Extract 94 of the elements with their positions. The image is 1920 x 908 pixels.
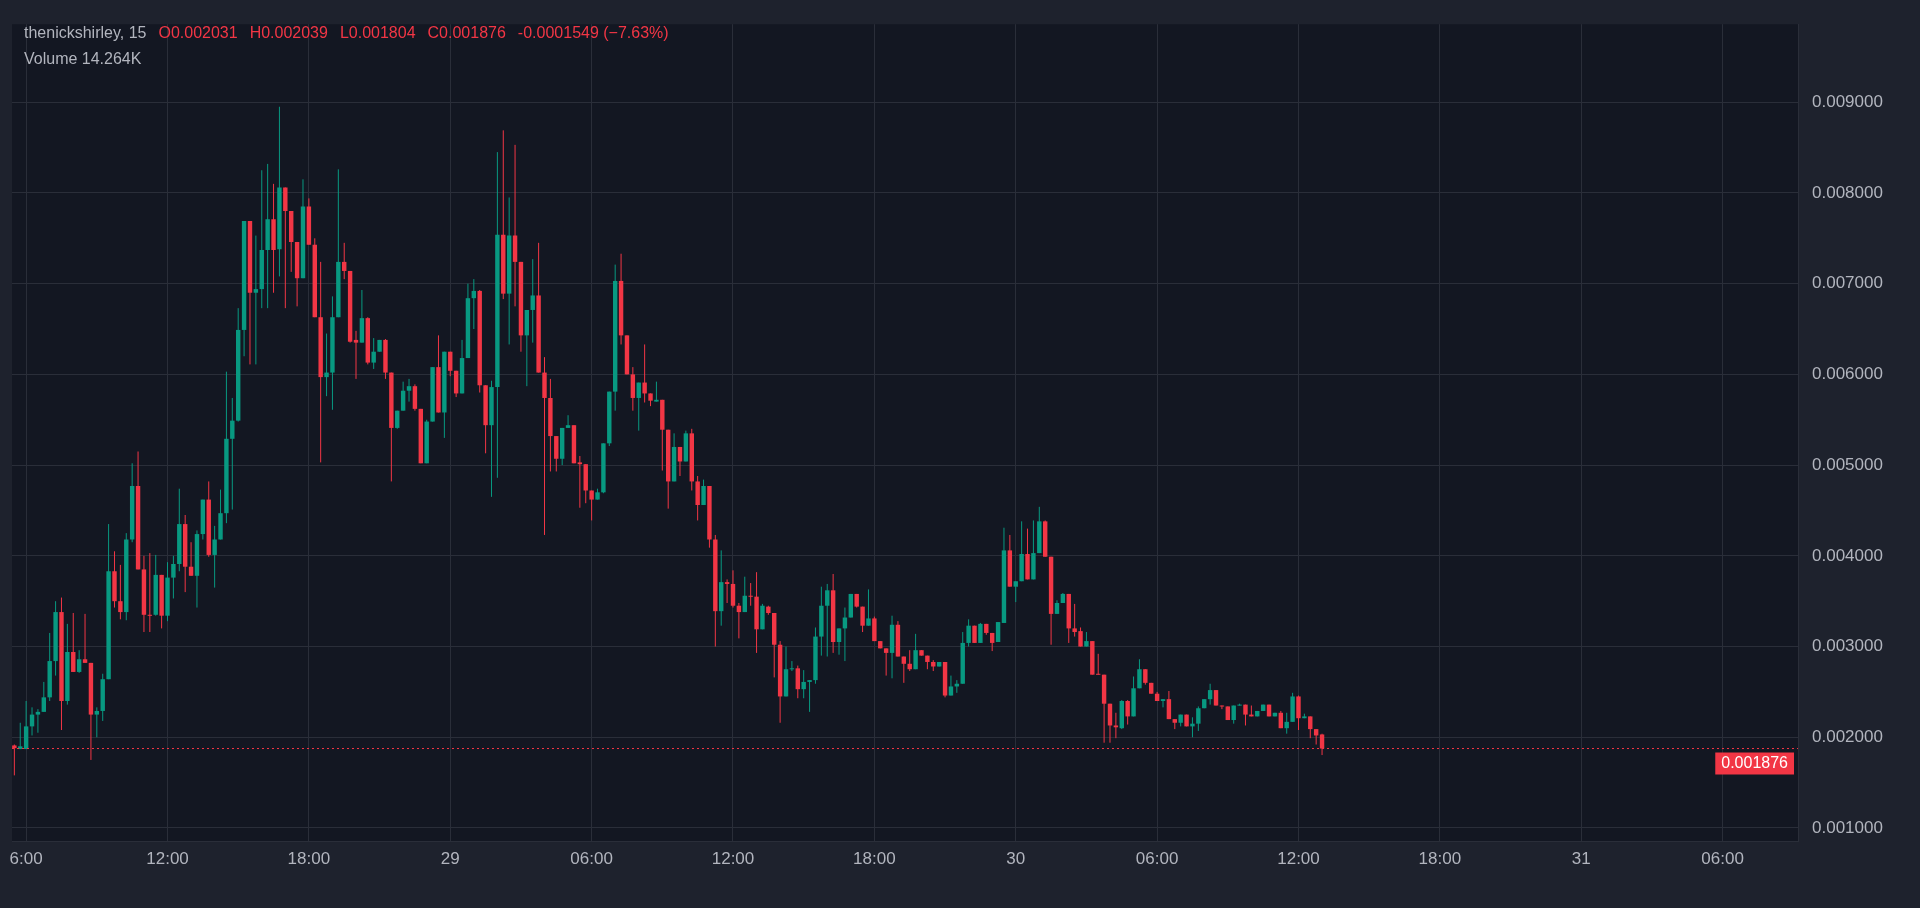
- candlestick: [1113, 712, 1119, 739]
- x-tick-label: 30: [1006, 849, 1026, 869]
- candlestick: [18, 722, 23, 750]
- x-tick-label: 06:00: [1701, 849, 1744, 869]
- x-tick-label: 31: [1571, 849, 1591, 869]
- candlestick: [324, 333, 329, 397]
- candlestick: [760, 603, 765, 630]
- candlestick: [230, 397, 235, 511]
- x-tick-label: 6:00: [9, 849, 43, 869]
- y-tick-label: 0.001000: [1812, 817, 1883, 837]
- candlestick: [1196, 705, 1201, 732]
- annotation: -0.0001549 (−7.63%): [517, 24, 669, 41]
- candlestick: [1207, 683, 1213, 706]
- candlestick: [565, 414, 571, 429]
- x-tick-label: 29: [440, 849, 460, 869]
- candlestick: [695, 475, 700, 521]
- y-tick-label: 0.004000: [1812, 545, 1883, 565]
- candlestick: [342, 242, 347, 280]
- y-tick-label: 0.009000: [1812, 91, 1883, 111]
- x-tick-label: 12:00: [711, 849, 755, 869]
- candlestick: [654, 381, 659, 403]
- candlestick: [1308, 715, 1313, 739]
- candlestick: [82, 613, 88, 664]
- candlestick: [807, 679, 812, 713]
- x-tick-label: 06:00: [1135, 849, 1179, 869]
- x-tick-label: 06:00: [570, 849, 613, 869]
- candlestick: [836, 627, 842, 656]
- annotation: O0.002031: [158, 24, 238, 41]
- candlestick: [1284, 712, 1289, 735]
- candlestick: [94, 706, 100, 738]
- annotation: Volume 14.264K: [24, 50, 142, 67]
- candlestick: [795, 665, 800, 699]
- candlestick: [448, 351, 453, 377]
- candlestick: [353, 330, 359, 380]
- candlestick: [35, 708, 41, 734]
- candlestick: [371, 337, 376, 370]
- y-tick-label: 0.006000: [1812, 364, 1883, 384]
- candlestick: [701, 479, 706, 506]
- candlestick: [589, 490, 594, 521]
- candlestick: [724, 578, 730, 604]
- candlestick: [948, 675, 954, 697]
- candlestick: [71, 612, 76, 673]
- candlestick: [1137, 658, 1142, 689]
- candlestick: [76, 649, 82, 674]
- x-tick-label: 12:00: [1277, 849, 1320, 869]
- candlestick: [1160, 698, 1166, 708]
- candlestick: [978, 622, 983, 644]
- candlestick: [872, 616, 877, 642]
- candlestick: [400, 381, 406, 412]
- candlestick: [253, 235, 259, 365]
- candlestick: [748, 582, 753, 607]
- candlestick: [577, 455, 583, 509]
- annotation: C0.001876: [427, 24, 506, 41]
- candlestick: [630, 366, 636, 412]
- candlestick: [913, 633, 918, 670]
- candlestick: [412, 383, 418, 412]
- candlestick: [1296, 695, 1301, 731]
- candlestick: [789, 660, 795, 672]
- x-tick-label: 18:00: [853, 849, 896, 869]
- candlestick: [1166, 690, 1172, 720]
- x-tick-label: 18:00: [287, 849, 331, 869]
- y-tick-label: 0.008000: [1812, 182, 1883, 202]
- annotation: H0.002039: [249, 24, 328, 41]
- candlestick: [23, 700, 29, 750]
- annotation: L0.001804: [339, 24, 416, 41]
- y-tick-label: 0.002000: [1812, 726, 1883, 746]
- candlestick: [188, 541, 194, 577]
- chart-title: thenickshirley, 15: [24, 24, 147, 41]
- candlestick: [883, 647, 889, 677]
- candlestick: [825, 583, 830, 658]
- candlestick: [730, 569, 736, 609]
- candlestick: [171, 555, 176, 599]
- candlestick: [41, 681, 47, 713]
- candlestick: [283, 187, 288, 309]
- candlestick: [530, 258, 535, 344]
- ref-line-label: 0.001876: [1721, 753, 1789, 771]
- x-tick-label: 12:00: [146, 849, 189, 869]
- candlestick: [1013, 580, 1018, 603]
- candlestick: [642, 343, 647, 404]
- candlestick: [866, 588, 871, 627]
- candlestick: [406, 378, 412, 403]
- candlestick: [966, 618, 971, 648]
- candlestick: [212, 525, 217, 589]
- candlestick: [147, 552, 153, 633]
- candlestick: [801, 669, 806, 699]
- y-tick-label: 0.007000: [1812, 273, 1883, 293]
- y-tick-label: 0.005000: [1812, 454, 1883, 474]
- candlestick: [118, 564, 123, 620]
- candlestick: [554, 435, 559, 472]
- candlestick: [860, 606, 865, 633]
- candlestick: [1125, 699, 1130, 726]
- candlestick: [1219, 705, 1225, 710]
- x-tick-label: 18:00: [1418, 849, 1462, 869]
- y-tick-label: 0.003000: [1812, 636, 1883, 656]
